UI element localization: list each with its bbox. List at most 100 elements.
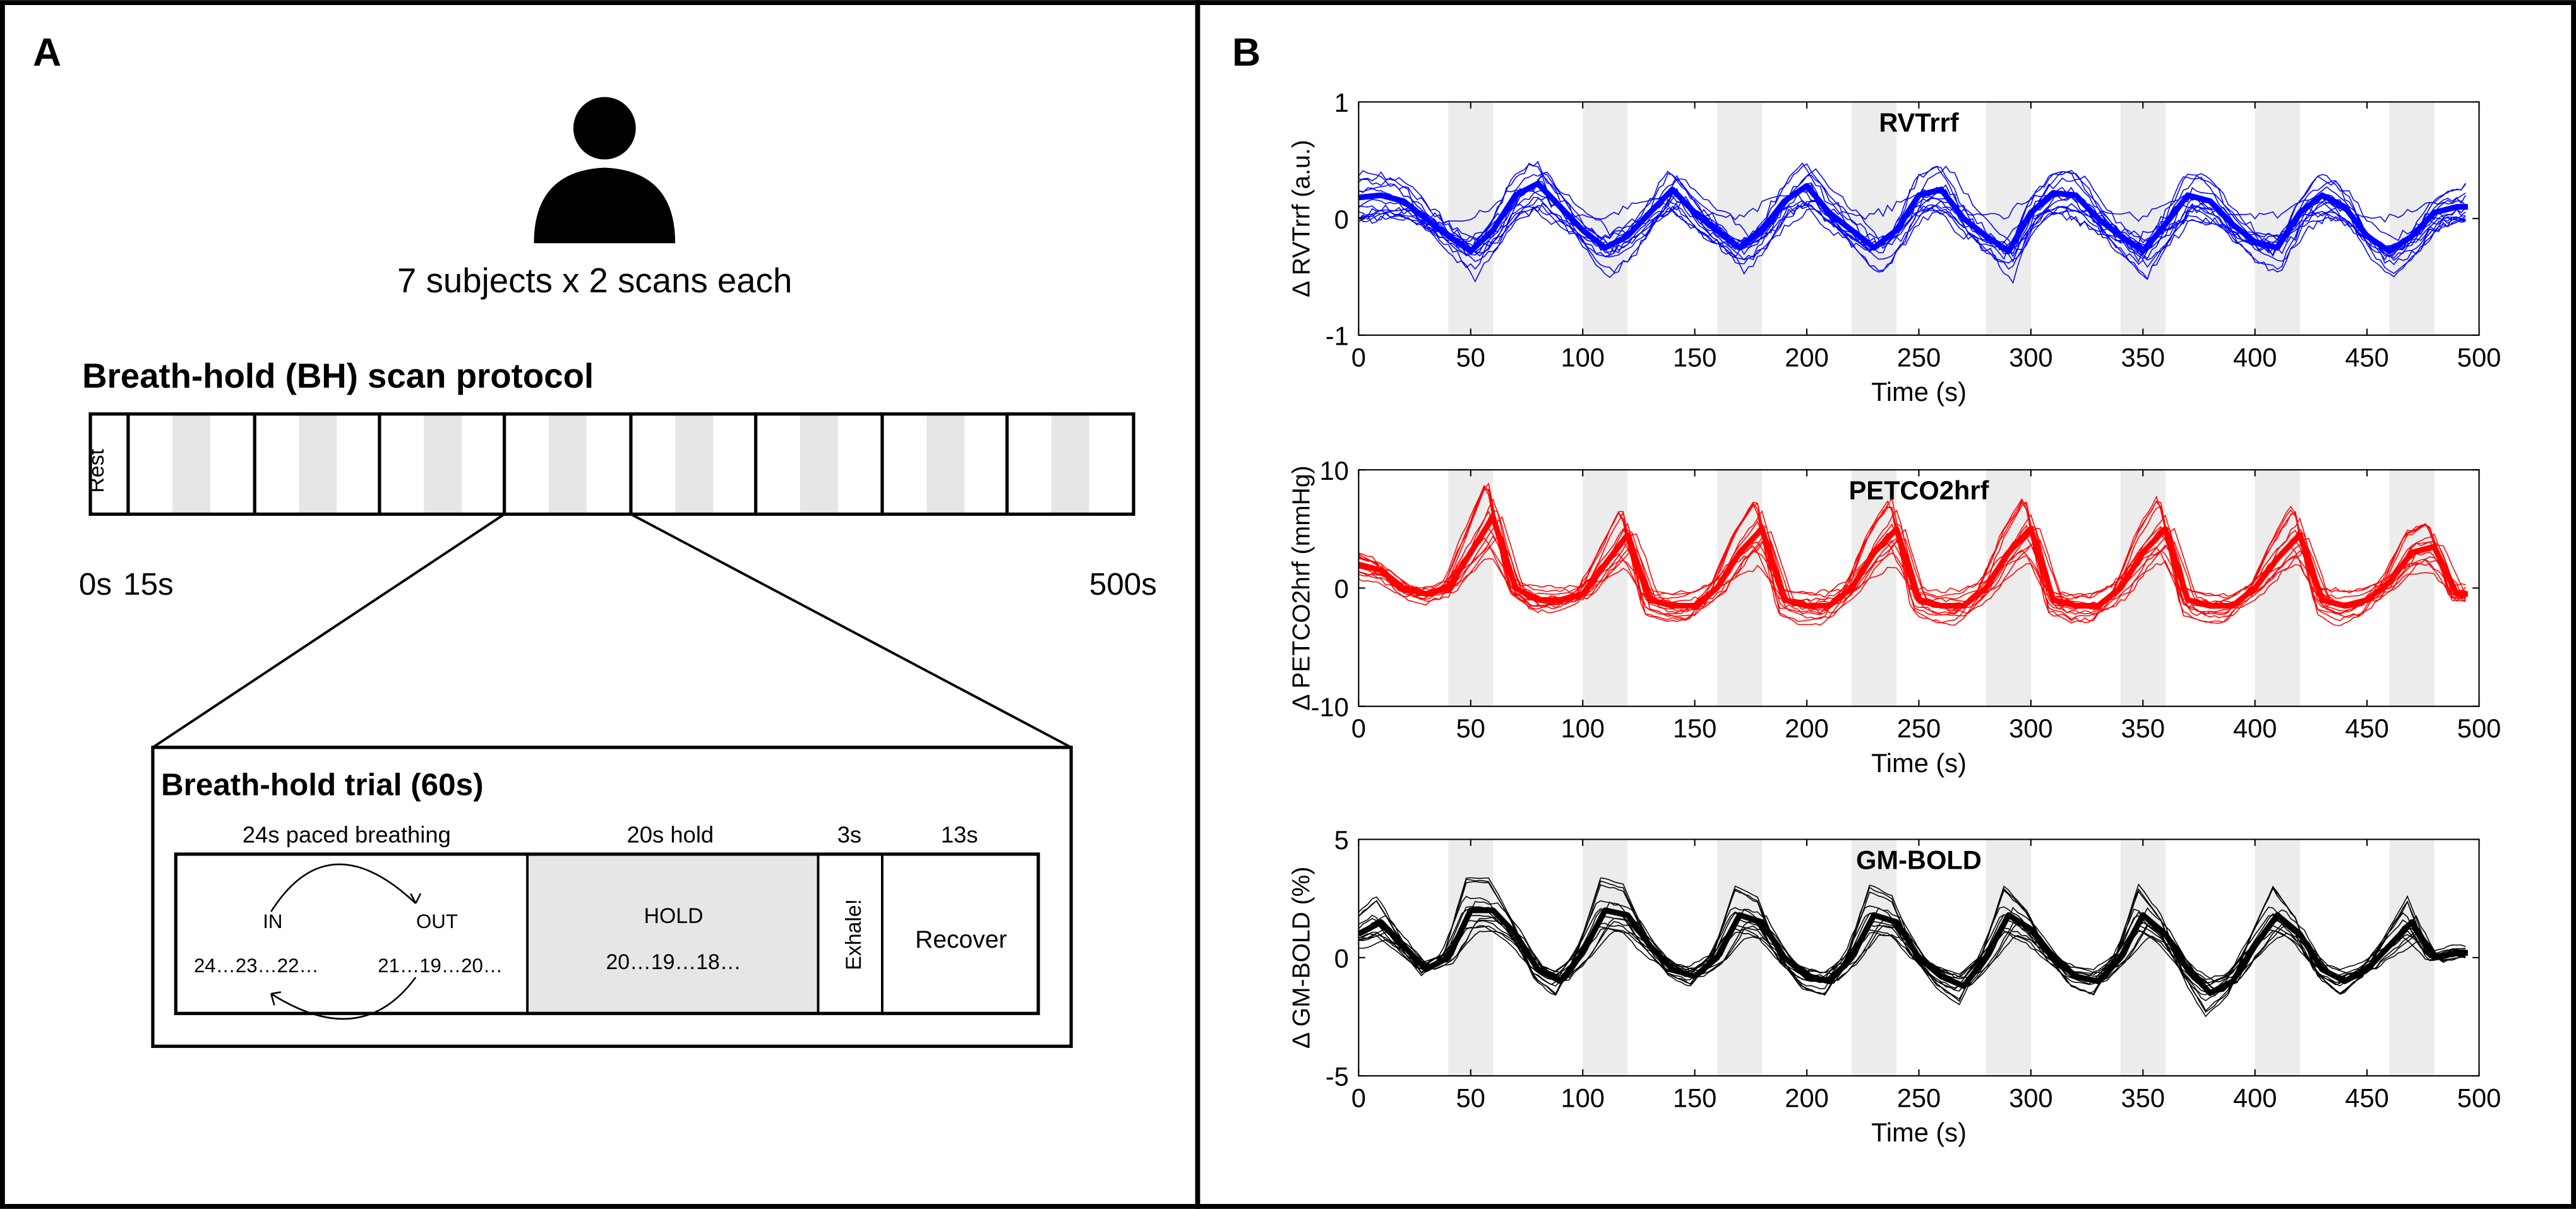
- x-tick-label: 150: [1673, 1083, 1716, 1113]
- y-tick-label: 10: [1319, 456, 1348, 485]
- hold-period-shade: [1448, 102, 1494, 335]
- x-tick-label: 300: [2009, 713, 2052, 743]
- arrow-in-out-icon: [270, 863, 417, 912]
- count-in: 24…23…22…: [194, 955, 319, 977]
- x-tick-label: 500: [2457, 713, 2501, 743]
- chart-title: GM-BOLD: [1856, 845, 1982, 874]
- hold-period-bar: [675, 414, 714, 515]
- hold-period-shade: [2389, 839, 2435, 1076]
- x-tick-label: 50: [1456, 713, 1485, 743]
- x-tick-label: 350: [2121, 342, 2165, 372]
- panel-a-label: A: [33, 30, 61, 74]
- y-axis-label: Δ RVTrrf (a.u.): [1288, 140, 1315, 297]
- chart-title: PETCO2hrf: [1848, 475, 1989, 505]
- x-tick-label: 50: [1456, 342, 1485, 372]
- mean-trace: [1358, 181, 2468, 254]
- y-axis-label: Δ PETCO2hrf (mmHg): [1288, 465, 1315, 710]
- time-label-0s: 0s: [79, 567, 112, 602]
- x-tick-label: 450: [2345, 713, 2388, 743]
- x-tick-label: 300: [2009, 342, 2052, 372]
- subject-trace: [1358, 162, 2466, 263]
- x-tick-label: 100: [1561, 1083, 1604, 1113]
- y-tick-label: 0: [1334, 943, 1349, 973]
- hold-period-bar: [172, 414, 210, 515]
- y-tick-label: 0: [1334, 574, 1349, 604]
- exhale-duration: 3s: [837, 822, 861, 848]
- x-tick-label: 500: [2457, 1083, 2501, 1113]
- mean-trace: [1358, 514, 2468, 609]
- x-tick-label: 100: [1561, 713, 1604, 743]
- chart-petco2hrf: 0 50 100 150 200 250 300 350 400 450 500-10010PETC…: [1288, 456, 2501, 778]
- mean-trace: [1358, 907, 2468, 996]
- hold-period-shade: [2255, 839, 2300, 1076]
- panel-b-label: B: [1232, 30, 1261, 74]
- hold-duration: 20s hold: [627, 822, 714, 848]
- time-label-15s: 15s: [123, 567, 174, 602]
- subject-trace: [1358, 200, 2466, 251]
- x-axis-label: Time (s): [1871, 377, 1967, 407]
- x-tick-label: 0: [1351, 1083, 1366, 1113]
- exhale-label: Exhale!: [842, 899, 866, 970]
- y-axis-label: Δ GM-BOLD (%): [1288, 867, 1315, 1049]
- x-tick-label: 0: [1351, 342, 1366, 372]
- subject-trace: [1358, 510, 2466, 614]
- x-tick-label: 400: [2233, 713, 2277, 743]
- x-tick-label: 150: [1673, 713, 1716, 743]
- x-tick-label: 250: [1897, 1083, 1941, 1113]
- out-label: OUT: [416, 910, 458, 932]
- recover-label: Recover: [915, 926, 1007, 953]
- hold-period-bar: [299, 414, 337, 515]
- hold-period-shade: [1717, 470, 1763, 706]
- hold-count: 20…19…18…: [606, 950, 741, 974]
- y-tick-label: -10: [1311, 692, 1349, 722]
- subjects-text: 7 subjects x 2 scans each: [397, 261, 792, 300]
- subject-trace: [1358, 187, 2466, 223]
- y-tick-label: -1: [1326, 321, 1349, 350]
- x-tick-label: 450: [2345, 1083, 2388, 1113]
- protocol-title: Breath-hold (BH) scan protocol: [82, 357, 594, 395]
- x-tick-label: 450: [2345, 342, 2388, 372]
- hold-period-bar: [926, 414, 965, 515]
- x-tick-label: 100: [1561, 342, 1604, 372]
- y-tick-label: 5: [1334, 825, 1349, 855]
- hold-period-bar: [424, 414, 462, 515]
- x-tick-label: 350: [2121, 713, 2165, 743]
- subject-trace: [1358, 165, 2466, 251]
- x-tick-label: 400: [2233, 342, 2277, 372]
- paced-duration: 24s paced breathing: [243, 822, 451, 848]
- x-tick-label: 200: [1785, 713, 1828, 743]
- zoom-line-right: [630, 513, 1072, 749]
- hold-period-shade: [2389, 470, 2435, 706]
- subject-trace: [1358, 180, 2466, 280]
- chart-rvtrrf: 0 50 100 150 200 250 300 350 400 450 500-101RVTrrf…: [1288, 88, 2501, 407]
- x-tick-label: 50: [1456, 1083, 1485, 1113]
- chart-gm-bold: 0 50 100 150 200 250 300 350 400 450 500-505GM-BOL…: [1288, 825, 2501, 1147]
- x-tick-label: 250: [1897, 342, 1941, 372]
- in-label: IN: [263, 910, 282, 932]
- chart-title: RVTrrf: [1879, 107, 1959, 137]
- protocol-timeline: [88, 412, 1135, 516]
- y-tick-label: -5: [1326, 1062, 1349, 1092]
- rest-label: Rest: [85, 449, 109, 493]
- panel-b-charts: 0 50 100 150 200 250 300 350 400 450 500-101RVTrrf…: [1288, 88, 2501, 1147]
- x-tick-label: 200: [1785, 342, 1828, 372]
- y-tick-label: 1: [1334, 88, 1349, 117]
- trial-title: Breath-hold trial (60s): [161, 767, 484, 802]
- zoom-line-left: [152, 513, 505, 749]
- timeline-box: [88, 412, 1135, 516]
- hold-period-shade: [1448, 470, 1494, 706]
- subject-trace: [1358, 482, 2466, 626]
- person-icon: [534, 97, 676, 244]
- subject-trace: [1358, 201, 2466, 266]
- x-tick-label: 300: [2009, 1083, 2052, 1113]
- time-label-500s: 500s: [1089, 567, 1157, 602]
- x-tick-label: 400: [2233, 1083, 2277, 1113]
- y-tick-label: 0: [1334, 205, 1349, 234]
- x-tick-label: 150: [1673, 342, 1716, 372]
- x-tick-label: 0: [1351, 713, 1366, 743]
- hold-period-shade: [2120, 102, 2166, 335]
- hold-period-shade: [1717, 839, 1763, 1076]
- x-tick-label: 350: [2121, 1083, 2165, 1113]
- hold-label: HOLD: [644, 904, 704, 928]
- hold-period-shade: [1986, 102, 2031, 335]
